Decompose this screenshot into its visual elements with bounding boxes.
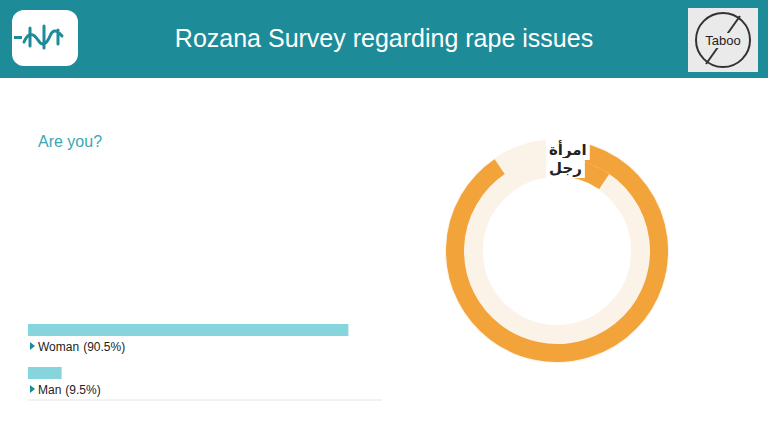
x-axis (28, 400, 382, 401)
data-label: (90.5%) (83, 340, 125, 354)
logo (12, 10, 78, 66)
page: Rozana Survey regarding rape issues Taboo… (0, 0, 768, 432)
data-label: (9.5%) (65, 383, 100, 397)
label-marker (30, 385, 35, 393)
label-ground (546, 158, 585, 178)
question: Are you? (38, 133, 102, 150)
badge-text: Taboo (705, 33, 740, 48)
donut-track (464, 158, 650, 344)
badge: Taboo (688, 8, 758, 72)
category-name: Woman (38, 340, 79, 354)
donut-arc (455, 149, 659, 353)
badge-ring (696, 13, 750, 67)
header-bar (0, 0, 768, 78)
bars (28, 324, 348, 379)
category-name: Man (38, 383, 61, 397)
category-label: Woman (90.5%) (38, 340, 125, 354)
badge-text-ground (704, 33, 741, 48)
label-ground (546, 139, 590, 160)
bar (28, 367, 62, 379)
badge-bg (688, 8, 758, 72)
logo-mark (14, 36, 22, 39)
logo-box (12, 10, 78, 66)
donut-label: امرأة (549, 140, 587, 159)
bar-labels: Woman (90.5%) Man (9.5%) (30, 340, 125, 397)
title: Rozana Survey regarding rape issues (175, 24, 593, 52)
bar (28, 324, 348, 336)
badge-slash (706, 16, 740, 64)
donut-label: رجل (549, 159, 582, 177)
logo-mark (24, 26, 62, 48)
label-marker (30, 342, 35, 350)
category-label: Man (9.5%) (38, 383, 101, 397)
